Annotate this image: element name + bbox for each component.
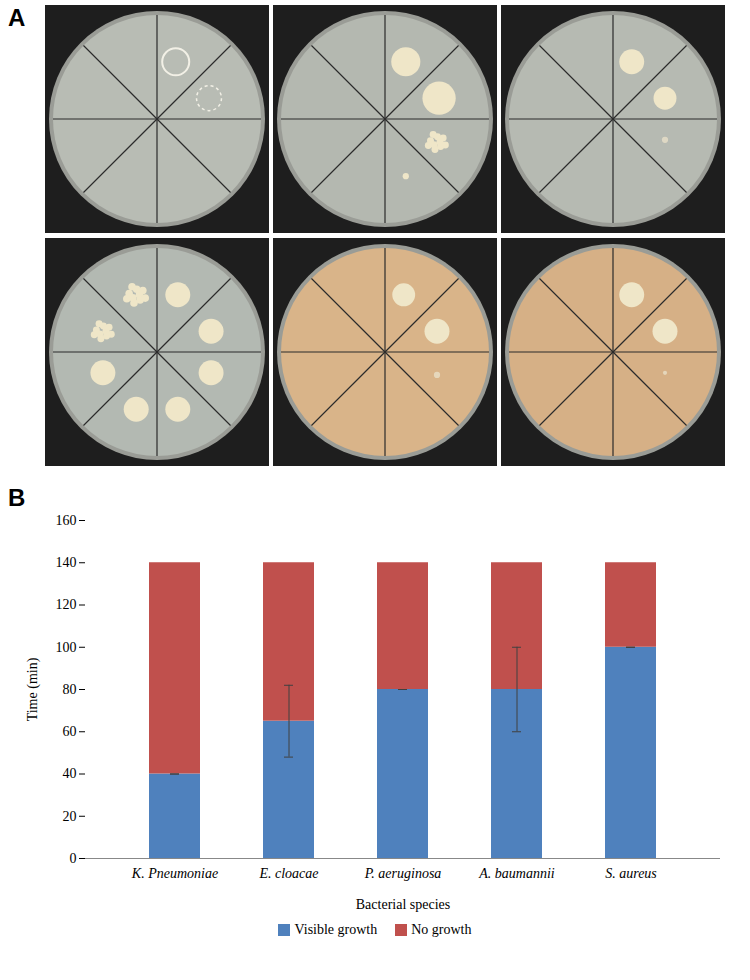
html-text:No growth: No growth: [411, 922, 472, 937]
svg-text:120: 120: [56, 597, 77, 612]
svg-text:K. Pneumoniae: K. Pneumoniae: [131, 866, 218, 881]
svg-text:S. aureus: S. aureus: [605, 866, 657, 881]
html-text:Visible growth: Visible growth: [294, 922, 378, 937]
svg-text:E. cloacae: E. cloacae: [258, 866, 318, 881]
svg-text:20: 20: [63, 809, 77, 824]
svg-text:Time (min): Time (min): [25, 657, 41, 721]
svg-text:100: 100: [56, 640, 77, 655]
svg-text:Bacterial species: Bacterial species: [356, 897, 450, 912]
html-text:B: B: [8, 484, 26, 511]
svg-text:40: 40: [63, 766, 77, 781]
svg-text:140: 140: [56, 555, 77, 570]
svg-text:80: 80: [63, 682, 77, 697]
svg-text:160: 160: [56, 513, 77, 528]
svg-text:0: 0: [70, 851, 77, 866]
html-text:A: A: [8, 4, 26, 31]
svg-text:60: 60: [63, 724, 77, 739]
svg-text:P. aeruginosa: P. aeruginosa: [364, 866, 442, 881]
svg-text:A. baumannii: A. baumannii: [478, 866, 555, 881]
